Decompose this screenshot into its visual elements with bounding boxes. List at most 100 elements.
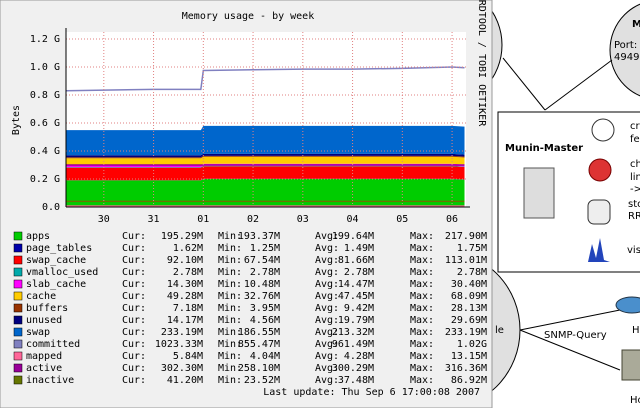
stat-value: 199.64M (332, 231, 374, 242)
stat-label: Cur: (122, 291, 146, 302)
area (66, 166, 465, 181)
stat-value: 4.04M (250, 351, 280, 362)
stat-value: 3.95M (250, 303, 280, 314)
legend-swatch (13, 327, 23, 337)
legend-swatch (13, 339, 23, 349)
stat-label: Avg: (315, 315, 339, 326)
stat-label: Max: (410, 243, 434, 254)
legend-swatch (13, 291, 23, 301)
stat-value: 41.20M (167, 375, 203, 386)
chart-title: Memory usage - by week (182, 11, 314, 22)
legend-swatch (13, 303, 23, 313)
stat-label: Max: (410, 315, 434, 326)
stat-value: 4.28M (344, 351, 374, 362)
stat-value: 86.92M (451, 375, 487, 386)
edge-label: SNMP-Query (544, 330, 607, 341)
stat-value: 7.18M (173, 303, 203, 314)
legend-swatch (13, 363, 23, 373)
stat-label: Cur: (122, 231, 146, 242)
stat-label: Avg: (315, 327, 339, 338)
stat-value: 1.75M (457, 243, 487, 254)
stat-label: Min: (218, 315, 242, 326)
stat-value: 195.29M (161, 231, 203, 242)
stat-label: Cur: (122, 315, 146, 326)
node-circle (609, 3, 640, 97)
stat-label: Avg: (315, 279, 339, 290)
y-tick-label: 0.6 G (30, 118, 60, 129)
stat-label: Cur: (122, 375, 146, 386)
legend-label: slab_cache (26, 279, 86, 290)
stat-label: Cur: (122, 351, 146, 362)
arrow (544, 59, 613, 111)
feature-text: vis (627, 245, 640, 256)
legend-label: cache (26, 291, 56, 302)
legend-label: apps (26, 231, 50, 242)
stat-value: 28.13M (451, 303, 487, 314)
stat-value: 2.78M (457, 267, 487, 278)
legend-swatch (13, 231, 23, 241)
stat-label: Cur: (122, 303, 146, 314)
stat-label: Min: (218, 363, 242, 374)
stat-value: 1.25M (250, 243, 280, 254)
feature-text: RR (628, 211, 640, 222)
y-tick-label: 1.2 G (30, 34, 60, 45)
stat-label: Max: (410, 375, 434, 386)
feature-text: -> (630, 184, 640, 195)
stat-value: 113.01M (445, 255, 487, 266)
router-icon (615, 296, 640, 314)
feature-text: sto (628, 199, 640, 210)
stat-value: 258.10M (238, 363, 280, 374)
stat-label: Min: (218, 303, 242, 314)
watermark: RRDTOOL / TOBI OETIKER (476, 0, 487, 127)
feature-text: ch (630, 159, 640, 170)
stat-value: 23.52M (244, 375, 280, 386)
master-box (497, 111, 640, 273)
stat-label: Min: (218, 243, 242, 254)
legend-label: committed (26, 339, 80, 350)
db-icon (587, 199, 611, 225)
stat-label: Min: (218, 255, 242, 266)
x-tick-label: 05 (396, 214, 408, 225)
stat-label: Max: (410, 339, 434, 350)
stat-label: Min: (218, 327, 242, 338)
stat-label: Cur: (122, 255, 146, 266)
series-layer (66, 66, 465, 207)
stat-label: Min: (218, 279, 242, 290)
stat-value: 32.76M (244, 291, 280, 302)
y-tick-label: 0.8 G (30, 90, 60, 101)
stat-label: Max: (410, 291, 434, 302)
chart: Memory usage - by week Bytes RRDTOOL / T… (0, 0, 493, 408)
disk-icon (588, 158, 612, 182)
stat-label: Avg: (315, 375, 339, 386)
stat-label: Max: (410, 303, 434, 314)
stat-value: 1.62M (173, 243, 203, 254)
legend-label: swap_cache (26, 255, 86, 266)
x-tick-label: 03 (297, 214, 309, 225)
stat-value: 14.47M (338, 279, 374, 290)
legend-swatch (13, 315, 23, 325)
host-label: H (632, 325, 640, 336)
legend-swatch (13, 243, 23, 253)
legend-label: swap (26, 327, 50, 338)
area (66, 155, 465, 159)
x-tick-label: 31 (148, 214, 160, 225)
stat-value: 14.17M (167, 315, 203, 326)
legend-label: vmalloc_used (26, 267, 98, 278)
stat-label: Max: (410, 267, 434, 278)
stat-label: Avg: (315, 231, 339, 242)
stat-label: Avg: (315, 291, 339, 302)
legend-label: inactive (26, 375, 74, 386)
stat-value: 1.02G (457, 339, 487, 350)
graph-icon (588, 238, 610, 262)
area (66, 178, 465, 181)
stat-label: Max: (410, 363, 434, 374)
arrow (519, 329, 621, 371)
legend-swatch (13, 351, 23, 361)
server-icon (523, 167, 555, 219)
stat-value: 300.29M (332, 363, 374, 374)
x-tick-label: 01 (197, 214, 209, 225)
stat-label: Max: (410, 351, 434, 362)
legend-label: mapped (26, 351, 62, 362)
stat-value: 49.28M (167, 291, 203, 302)
stat-label: Avg: (315, 267, 339, 278)
